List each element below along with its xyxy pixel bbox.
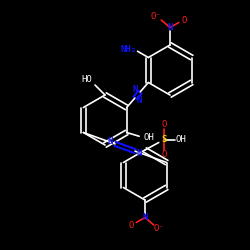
Text: O: O	[162, 150, 167, 159]
Text: OH: OH	[143, 133, 154, 142]
Text: O: O	[181, 16, 186, 24]
Text: N: N	[137, 149, 142, 158]
Text: OH: OH	[176, 136, 186, 144]
Text: O: O	[128, 220, 134, 230]
Text: N: N	[142, 213, 148, 222]
Text: O⁻: O⁻	[151, 12, 162, 21]
Text: S: S	[162, 136, 167, 144]
Text: NH₂: NH₂	[121, 45, 137, 54]
Text: O: O	[162, 120, 167, 129]
Text: HO: HO	[82, 76, 92, 84]
Text: O⁻: O⁻	[154, 224, 164, 233]
Text: N: N	[167, 23, 173, 32]
Text: N: N	[133, 85, 138, 94]
Text: N: N	[137, 96, 142, 105]
Text: N: N	[108, 137, 113, 146]
